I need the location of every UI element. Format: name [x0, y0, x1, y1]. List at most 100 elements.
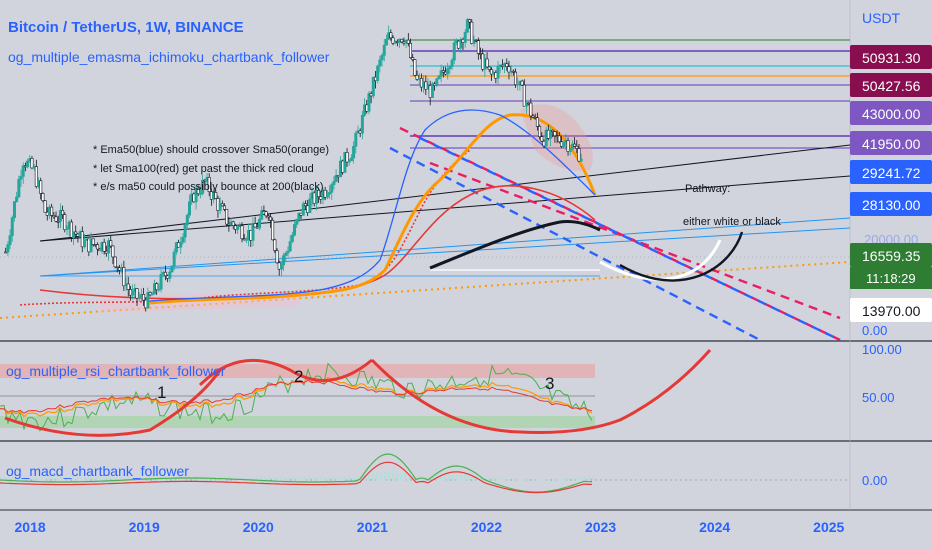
macd-hist-bar — [8, 477, 10, 481]
macd-hist-bar — [440, 475, 442, 481]
candle-body — [389, 32, 393, 39]
candle-body — [15, 196, 19, 202]
candle-body — [223, 205, 227, 210]
candle-body — [72, 231, 76, 238]
candle-body — [111, 245, 115, 258]
candle-body — [360, 114, 364, 134]
macd-hist-bar — [556, 478, 558, 481]
candle-body — [371, 76, 375, 97]
candle-body — [522, 84, 526, 107]
macd-hist-bar — [24, 477, 26, 481]
macd-hist-bar — [372, 473, 374, 481]
candle-body — [236, 225, 240, 230]
time-label-2023: 2023 — [585, 519, 616, 535]
macd-hist-bar — [588, 477, 590, 481]
candle-body — [450, 59, 454, 67]
blue-trendline-upper — [39, 217, 851, 277]
candle-body — [266, 215, 270, 218]
macd-hist-bar — [536, 479, 538, 481]
candle-body — [65, 228, 69, 230]
macd-hist-bar — [312, 477, 314, 481]
candle-body — [271, 219, 275, 241]
macd-hist-bar — [456, 474, 458, 481]
macd-hist-bar — [4, 477, 6, 481]
candle-body — [113, 256, 117, 268]
main-indicator-title[interactable]: og_multiple_emasma_ichimoku_chartbank_fo… — [8, 49, 330, 65]
note-1: * Ema50(blue) should crossover Sma50(ora… — [93, 144, 329, 156]
candle-body — [63, 214, 67, 230]
candle-body — [308, 198, 312, 213]
symbol-title[interactable]: Bitcoin / TetherUS, 1W, BINANCE — [8, 19, 244, 36]
macd-hist-bar — [340, 477, 342, 481]
candle-body — [332, 181, 336, 185]
candle-body — [135, 288, 139, 299]
candle-body — [58, 210, 62, 222]
price-tag-41950.00 — [850, 131, 932, 155]
note-3: * e/s ma50 could possibly bounce at 200(… — [93, 181, 324, 193]
candle-body — [345, 152, 349, 163]
rsi-cycle-label-3: 3 — [545, 374, 554, 393]
macd-hist-bar — [92, 477, 94, 481]
macd-hist-bar — [452, 474, 454, 481]
macd-hist-bar — [380, 472, 382, 481]
ema50-line — [149, 109, 596, 302]
macd-hist-bar — [500, 478, 502, 481]
macd-hist-bar — [336, 477, 338, 481]
sma100-line — [39, 185, 596, 300]
candle-body — [487, 66, 491, 70]
macd-hist-bar — [0, 477, 2, 481]
price-tag-text-50427.56: 50427.56 — [862, 78, 921, 94]
macd-hist-bar — [520, 479, 522, 481]
macd-hist-bar — [308, 477, 310, 481]
black-trendline-lower — [39, 175, 851, 242]
candle-body — [214, 192, 218, 199]
currency-label[interactable]: USDT — [862, 10, 901, 26]
macd-panel[interactable]: og_macd_chartbank_follower 0.00 — [0, 453, 887, 494]
macd-hist-bar — [564, 478, 566, 481]
macd-hist-bar — [408, 474, 410, 481]
candle-body — [551, 129, 555, 132]
candle-body — [562, 141, 566, 147]
candle-body — [485, 58, 489, 68]
time-label-2025: 2025 — [813, 519, 844, 535]
macd-panel-title[interactable]: og_macd_chartbank_follower — [6, 463, 189, 479]
horizontal-levels — [410, 39, 850, 149]
macd-hist-bar — [512, 478, 514, 481]
macd-hist-bar — [392, 471, 394, 481]
time-label-2020: 2020 — [243, 519, 274, 535]
rsi-panel[interactable]: og_multiple_rsi_chartbank_follower 1 2 3… — [0, 342, 902, 437]
candle-body — [159, 274, 163, 290]
candle-body — [183, 224, 187, 238]
candle-body — [448, 66, 452, 70]
price-tag-text-29241.72: 29241.72 — [862, 165, 921, 181]
candle-body — [529, 102, 533, 117]
rsi-overbought-band — [0, 364, 595, 378]
candle-body — [465, 19, 469, 33]
macd-hist-bar — [504, 478, 506, 481]
price-tag-text-41950.00: 41950.00 — [862, 136, 921, 152]
candle-body — [288, 241, 292, 252]
candle-body — [468, 19, 472, 23]
rsi-panel-title[interactable]: og_multiple_rsi_chartbank_follower — [6, 363, 226, 379]
candle-body — [524, 102, 528, 107]
candle-body — [179, 241, 183, 248]
candle-body — [61, 210, 65, 215]
candle-body — [12, 201, 16, 218]
ma200-line — [429, 220, 601, 270]
candle-body — [334, 175, 338, 182]
candle-body — [435, 78, 439, 86]
candle-body — [155, 283, 159, 291]
candle-body — [330, 184, 334, 193]
candle-body — [349, 157, 353, 162]
pathway-options-label: either white or black — [683, 216, 781, 228]
time-axis[interactable]: 2018 2019 2020 2021 2022 2023 2024 2025 — [15, 519, 845, 535]
candle-body — [262, 210, 266, 213]
macd-hist-bar — [404, 473, 406, 481]
candle-body — [244, 239, 248, 241]
candle-body — [4, 251, 8, 254]
black-trendline-upper — [39, 144, 851, 242]
macd-hist-bar — [364, 475, 366, 481]
moving-averages — [19, 109, 601, 306]
candle-body — [194, 187, 198, 203]
